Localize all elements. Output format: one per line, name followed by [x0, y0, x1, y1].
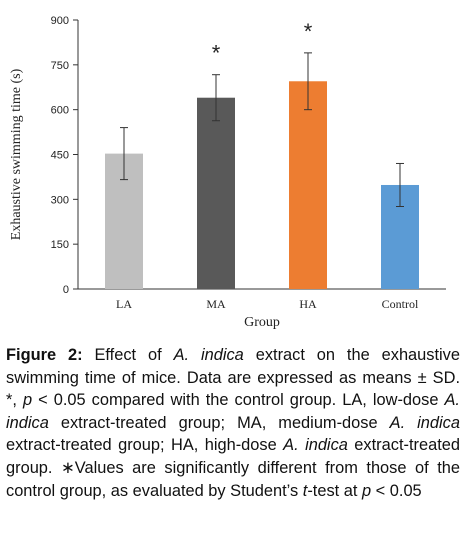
caption-segment: A. indica [283, 436, 348, 455]
caption-segment: A. indica [6, 391, 460, 432]
caption-segment: extract-treated group; HA, high-dose [6, 436, 284, 455]
caption-segment: p [361, 481, 372, 500]
bar-ma [197, 97, 235, 289]
y-tick-label: 0 [63, 284, 69, 296]
caption-segment: extract on the exhaustive swimming time … [6, 346, 460, 410]
chart-labels: 0 150 300 450 600 750 900 LA * MA * HA Control Group E… [9, 15, 419, 330]
bar-chart: 0 150 300 450 600 750 900 LA * MA * HA Control Group E… [9, 15, 446, 330]
caption-segment: A. indica [389, 413, 460, 432]
caption-segment: < 0.05 compared with the control group. … [32, 391, 445, 410]
y-tick-label: 300 [51, 194, 69, 206]
chart-bars [105, 52, 419, 290]
significance-marker: * [212, 41, 221, 66]
caption-segment: t [302, 481, 308, 500]
caption-segment: p [22, 391, 33, 410]
x-axis-title: Group [244, 315, 280, 330]
x-tick-label: MA [206, 297, 226, 311]
caption-segment: < 0.05 [371, 481, 422, 500]
figure-caption: Figure 2: Effect of A. indica extract on… [6, 344, 460, 502]
x-tick-label: LA [116, 297, 132, 311]
x-tick-label: Control [382, 297, 419, 311]
bar-ha [289, 81, 327, 290]
significance-marker: * [304, 19, 313, 44]
y-tick-label: 450 [51, 150, 69, 162]
caption-segment: extract-treated group; MA, medium-dose [48, 413, 390, 432]
caption-segment: -test at [307, 481, 362, 500]
caption-segment: A. indica [173, 346, 244, 364]
caption-segment: Effect of [82, 346, 174, 364]
y-tick-label: 150 [51, 239, 69, 251]
y-tick-label: 750 [51, 60, 69, 72]
y-axis-title: Exhaustive swimming time (s) [9, 68, 24, 240]
caption-segment: Figure 2: [6, 346, 83, 364]
y-tick-label: 600 [51, 105, 69, 117]
x-tick-label: HA [299, 297, 317, 311]
y-tick-label: 900 [51, 15, 69, 27]
caption-segment: extract-treated group. ∗Values are signi… [6, 436, 460, 500]
